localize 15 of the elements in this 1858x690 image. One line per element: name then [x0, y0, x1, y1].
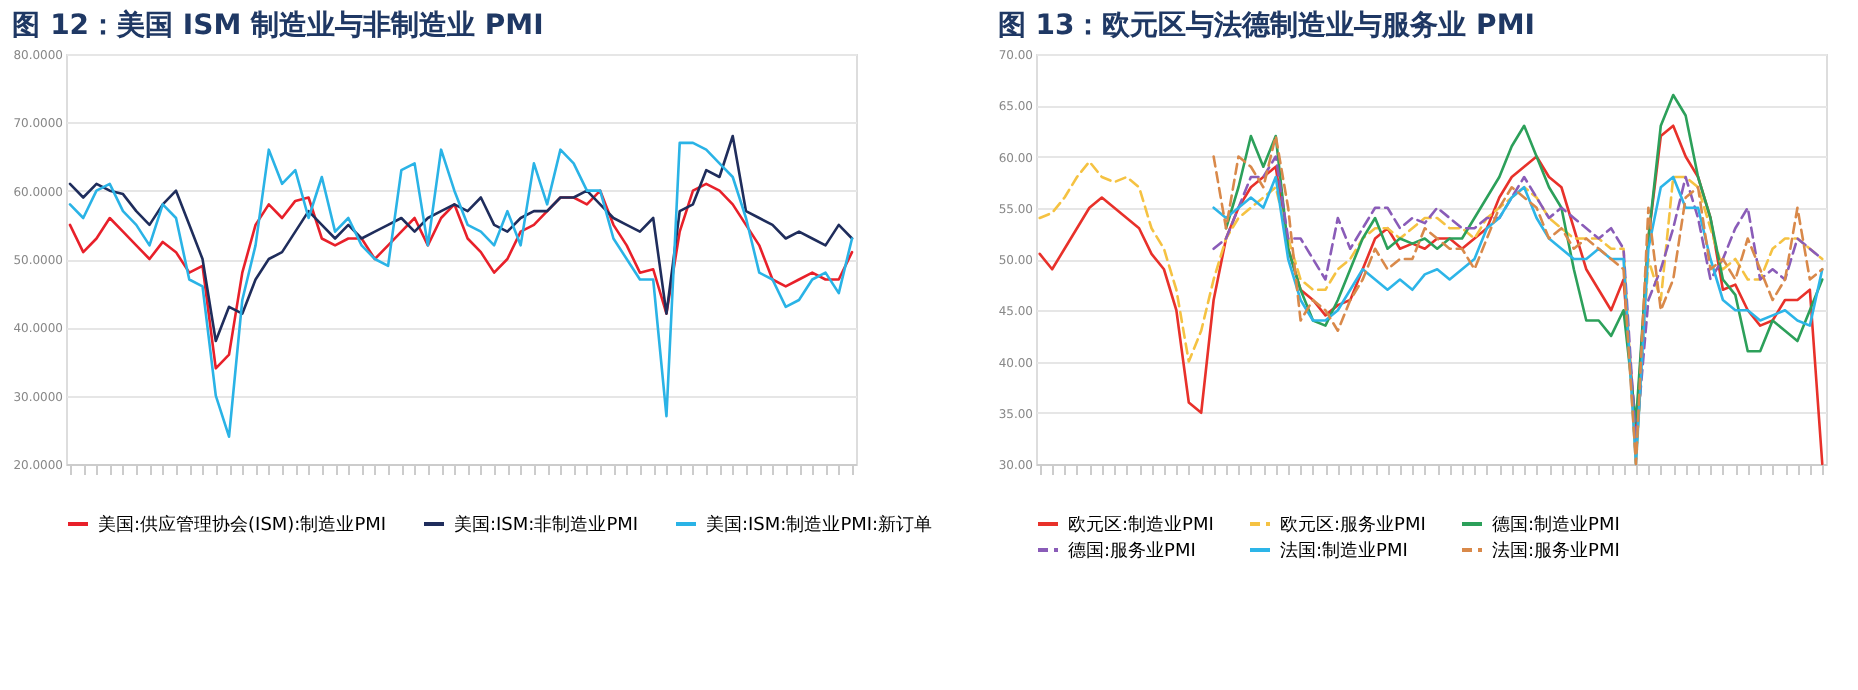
legend-label: 美国:ISM:非制造业PMI: [454, 514, 639, 536]
legend-label: 法国:服务业PMI: [1492, 540, 1620, 562]
legend-label: 美国:ISM:制造业PMI:新订单: [706, 514, 933, 536]
line-series: [68, 141, 854, 438]
chart-title: 图 13：欧元区与法德制造业与服务业 PMI: [997, 10, 1535, 42]
legend-label: 欧元区:服务业PMI: [1280, 514, 1426, 536]
legend-label: 德国:制造业PMI: [1492, 514, 1620, 536]
legend-label: 法国:制造业PMI: [1280, 540, 1408, 562]
legend-label: 美国:供应管理协会(ISM):制造业PMI: [98, 514, 387, 536]
line-series: [68, 182, 854, 370]
legend-label: 欧元区:制造业PMI: [1068, 514, 1214, 536]
legend-label: 德国:服务业PMI: [1068, 540, 1196, 562]
line-series: [68, 134, 854, 343]
line-series: [1224, 93, 1824, 425]
chart-title: 图 12：美国 ISM 制造业与非制造业 PMI: [12, 8, 544, 42]
